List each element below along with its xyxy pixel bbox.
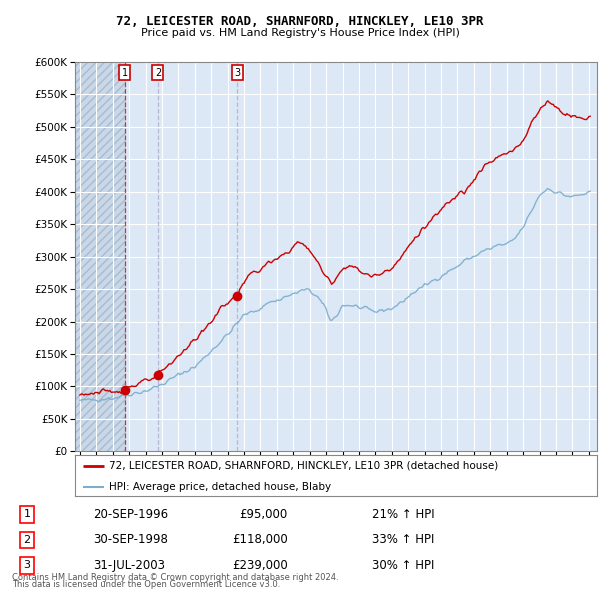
Text: 3: 3 [234,68,240,78]
Text: 2: 2 [155,68,161,78]
Text: 21% ↑ HPI: 21% ↑ HPI [372,508,434,521]
Text: 33% ↑ HPI: 33% ↑ HPI [372,533,434,546]
Text: HPI: Average price, detached house, Blaby: HPI: Average price, detached house, Blab… [109,482,331,492]
Text: 3: 3 [23,560,31,570]
Text: This data is licensed under the Open Government Licence v3.0.: This data is licensed under the Open Gov… [12,581,280,589]
Text: 72, LEICESTER ROAD, SHARNFORD, HINCKLEY, LE10 3PR (detached house): 72, LEICESTER ROAD, SHARNFORD, HINCKLEY,… [109,461,498,471]
Text: £118,000: £118,000 [232,533,288,546]
Text: Price paid vs. HM Land Registry's House Price Index (HPI): Price paid vs. HM Land Registry's House … [140,28,460,38]
Text: 20-SEP-1996: 20-SEP-1996 [93,508,168,521]
Text: 1: 1 [23,510,31,519]
Text: 30% ↑ HPI: 30% ↑ HPI [372,559,434,572]
Text: 31-JUL-2003: 31-JUL-2003 [93,559,165,572]
Text: £95,000: £95,000 [240,508,288,521]
Text: 2: 2 [23,535,31,545]
Bar [75,62,126,451]
Text: 30-SEP-1998: 30-SEP-1998 [93,533,168,546]
Text: Contains HM Land Registry data © Crown copyright and database right 2024.: Contains HM Land Registry data © Crown c… [12,573,338,582]
Text: 1: 1 [122,68,128,78]
Text: £239,000: £239,000 [232,559,288,572]
Text: 72, LEICESTER ROAD, SHARNFORD, HINCKLEY, LE10 3PR: 72, LEICESTER ROAD, SHARNFORD, HINCKLEY,… [116,15,484,28]
